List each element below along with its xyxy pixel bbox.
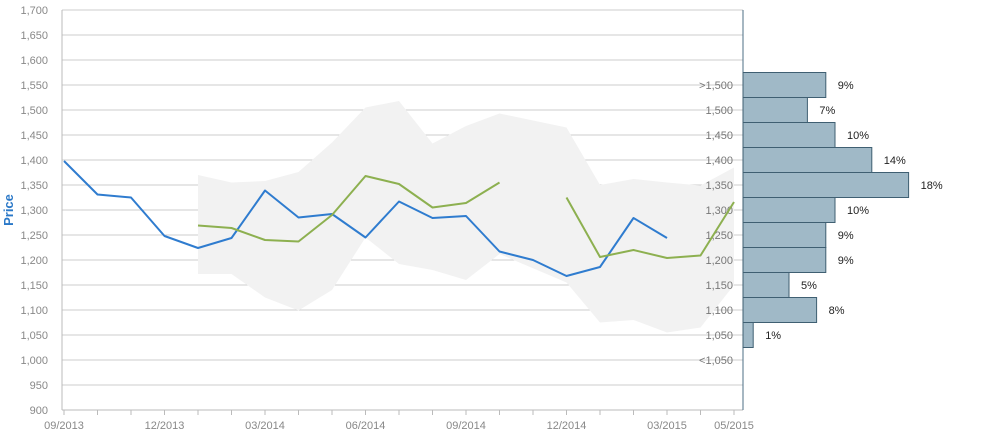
y-tick-label: 1,650 (20, 30, 48, 42)
series-line-2 (197, 175, 735, 259)
histogram-bucket-label: 1,500 (705, 105, 733, 117)
y-tick-label: 1,400 (20, 155, 48, 167)
y-tick-label: 1,100 (20, 305, 48, 317)
histogram-bar (742, 322, 754, 348)
histogram-bucket-label: 1,450 (705, 130, 733, 142)
series-line-1 (63, 160, 668, 277)
x-tick-label: 05/2015 (714, 420, 754, 432)
histogram-bar-label: 5% (801, 280, 817, 292)
histogram-bucket-label: 1,200 (705, 255, 733, 267)
histogram-bar (742, 247, 827, 273)
histogram-bar (742, 197, 836, 223)
histogram-bar (742, 222, 827, 248)
x-tick-label: 09/2013 (44, 420, 84, 432)
y-tick-label: 1,350 (20, 180, 48, 192)
y-tick-label: 1,000 (20, 355, 48, 367)
histogram-bar-label: 9% (838, 255, 854, 267)
x-tick-label: 03/2014 (245, 420, 285, 432)
histogram-bar (742, 172, 910, 198)
x-tick-label: 06/2014 (346, 420, 386, 432)
y-tick-label: 1,300 (20, 205, 48, 217)
y-tick-label: 1,250 (20, 230, 48, 242)
histogram-bucket-label: <1,050 (699, 355, 733, 367)
y-tick-label: 1,200 (20, 255, 48, 267)
y-tick-label: 1,450 (20, 130, 48, 142)
histogram: 1% 8% 5% 9% 9% 10% 18% 14% 10% 7% 9% <1,050 1,050 1,1… (699, 72, 943, 367)
histogram-bar-label: 8% (829, 305, 845, 317)
x-tick-label: 09/2014 (446, 420, 486, 432)
y-tick-label: 1,150 (20, 280, 48, 292)
histogram-bar-label: 18% (921, 180, 943, 192)
y-tick-label: 950 (30, 380, 48, 392)
x-tick-label: 03/2015 (647, 420, 687, 432)
histogram-bar (742, 72, 827, 98)
histogram-bucket-label: 1,150 (705, 280, 733, 292)
histogram-bucket-label: 1,100 (705, 305, 733, 317)
histogram-bar-label: 9% (838, 230, 854, 242)
histogram-bar-label: 10% (847, 130, 869, 142)
histogram-bar (742, 297, 818, 323)
y-tick-label: 1,550 (20, 80, 48, 92)
histogram-bucket-label: 1,400 (705, 155, 733, 167)
y-axis-label: Price (1, 194, 16, 226)
series-lines (63, 160, 735, 277)
histogram-bar-label: 10% (847, 205, 869, 217)
y-tick-label: 900 (30, 405, 48, 417)
histogram-bar-label: 14% (884, 155, 906, 167)
y-tick-label: 1,700 (20, 5, 48, 17)
histogram-bar-label: 1% (765, 330, 781, 342)
y-tick-label: 1,050 (20, 330, 48, 342)
y-tick-label: 1,500 (20, 105, 48, 117)
x-tick-label: 12/2013 (145, 420, 185, 432)
histogram-bucket-label: 1,350 (705, 180, 733, 192)
histogram-bar-label: 7% (819, 105, 835, 117)
histogram-bucket-label: 1,050 (705, 330, 733, 342)
histogram-bar (742, 272, 790, 298)
histogram-bucket-label: >1,500 (699, 80, 733, 92)
histogram-bar-label: 9% (838, 80, 854, 92)
histogram-bucket-label: 1,250 (705, 230, 733, 242)
x-axis: 09/2013 12/2013 03/2014 06/2014 09/2014 12/20… (44, 409, 754, 432)
x-tick-label: 12/2014 (547, 420, 587, 432)
histogram-bar (742, 97, 808, 123)
histogram-bar (742, 122, 836, 148)
y-tick-label: 1,600 (20, 55, 48, 67)
histogram-bar (742, 147, 873, 173)
